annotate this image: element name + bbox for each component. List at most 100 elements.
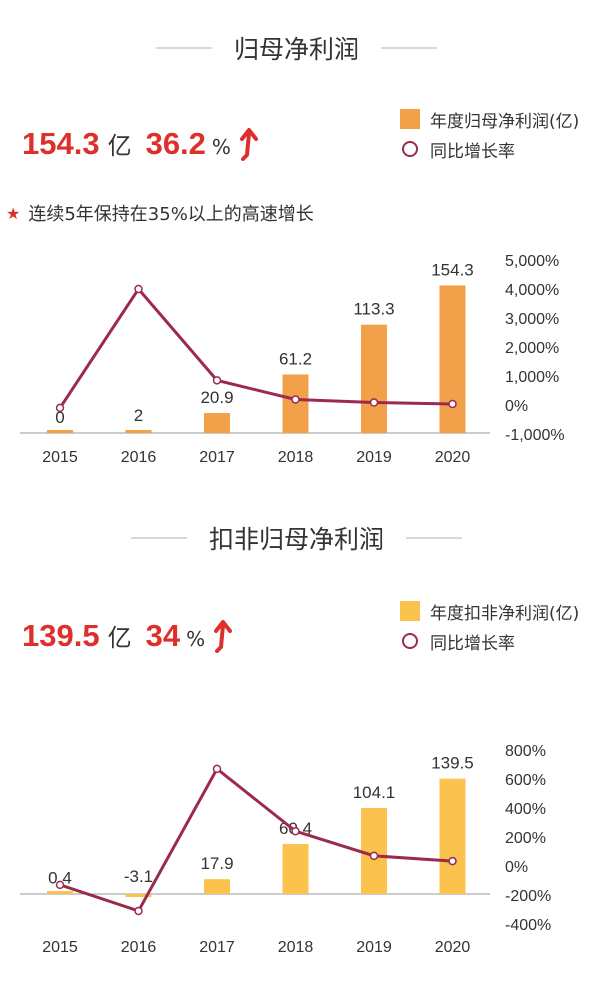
growth-point-2017 <box>212 764 222 774</box>
x-tick-label: 2017 <box>199 939 235 956</box>
deducted-profit-chart: 800% 600% 400% 200% 0% -200% -400% 0.4 2015 -3.1 2… <box>20 743 551 956</box>
x-tick-label: 2020 <box>435 939 471 956</box>
right-axis-tick-label: -200% <box>505 888 551 905</box>
title-divider-right <box>406 537 462 539</box>
kpi-value: 139.5 <box>22 618 100 653</box>
bar-data-label: 139.5 <box>431 754 474 773</box>
growth-point-2019 <box>369 851 379 861</box>
bar-data-label: -3.1 <box>124 867 153 886</box>
growth-point-2015 <box>55 880 65 890</box>
section-title: 归母净利润 <box>0 28 593 68</box>
bar-data-label: 0 <box>55 408 64 427</box>
chart-legend: 年度扣非净利润(亿) 同比增长率 <box>400 596 579 656</box>
bar-data-label: 17.9 <box>200 854 233 873</box>
growth-point-2020 <box>448 856 457 866</box>
up-arrow-icon <box>214 620 233 653</box>
right-axis-tick-label: 5,000% <box>505 253 559 270</box>
bar-2015 <box>47 430 73 433</box>
section-title-text: 扣非归母净利润 <box>208 525 384 554</box>
growth-point-2018 <box>291 395 300 404</box>
legend-item-bar: 年度扣非净利润(亿) <box>400 596 579 626</box>
x-tick-label: 2016 <box>121 449 157 466</box>
right-axis-tick-label: 0% <box>505 859 528 876</box>
x-tick-label: 2019 <box>356 449 392 466</box>
kpi-summary: 154.3 亿 36.2 % <box>22 126 259 162</box>
legend-label-bar: 年度归母净利润(亿) <box>430 111 580 132</box>
legend-swatch-line <box>402 141 418 157</box>
right-axis-tick-label: 2,000% <box>505 340 559 357</box>
legend-item-bar: 年度归母净利润(亿) <box>400 104 579 134</box>
growth-point-2017 <box>212 376 222 385</box>
kpi-summary: 139.5 亿 34 % <box>22 618 233 654</box>
kpi-growth: 36.2 <box>145 126 206 161</box>
bar-2016 <box>125 894 152 897</box>
bar-data-label: 20.9 <box>200 388 233 407</box>
growth-point-2016 <box>134 906 143 916</box>
x-tick-label: 2016 <box>121 939 157 956</box>
right-axis-tick-label: 600% <box>505 772 546 789</box>
highlight-note: ★ 连续5年保持在35%以上的高速增长 <box>6 200 314 226</box>
kpi-growth-unit: % <box>211 135 231 159</box>
growth-point-2016 <box>134 284 143 294</box>
bar-data-label: 2 <box>134 406 143 425</box>
net-profit-section: 归母净利润 154.3 亿 36.2 % 年度归母净利润(亿) 同比增长率 ★ … <box>0 0 593 490</box>
bar-2020 <box>439 778 466 894</box>
x-tick-label: 2019 <box>356 939 392 956</box>
bar-2017 <box>204 413 230 433</box>
x-tick-label: 2015 <box>42 939 78 956</box>
bar-data-label: 113.3 <box>353 300 394 319</box>
growth-point-2019 <box>369 398 379 407</box>
kpi-unit: 亿 <box>107 132 132 160</box>
legend-item-line: 同比增长率 <box>400 134 579 164</box>
legend-label-bar: 年度扣非净利润(亿) <box>430 603 580 624</box>
bar-2020 <box>439 285 466 433</box>
growth-point-2018 <box>291 826 300 836</box>
section-title: 扣非归母净利润 <box>0 518 593 558</box>
legend-item-line: 同比增长率 <box>400 626 579 656</box>
bar-data-label: 61.2 <box>279 349 312 368</box>
note-text: 连续5年保持在35%以上的高速增长 <box>28 204 314 225</box>
right-axis-tick-label: 4,000% <box>505 282 559 299</box>
right-axis-tick-label: 200% <box>505 830 546 847</box>
chart-legend: 年度归母净利润(亿) 同比增长率 <box>400 104 579 164</box>
kpi-unit: 亿 <box>107 624 132 652</box>
growth-point-2020 <box>448 399 457 409</box>
kpi-growth: 34 <box>145 618 181 653</box>
up-arrow-icon <box>239 128 258 161</box>
x-tick-label: 2015 <box>42 449 78 466</box>
net-profit-chart: 5,000% 4,000% 3,000% 2,000% 1,000% 0% -1,000% 0… <box>20 253 565 466</box>
growth-rate-line <box>59 766 453 913</box>
kpi-growth-unit: % <box>186 627 206 651</box>
x-tick-label: 2018 <box>278 449 314 466</box>
bar-2018 <box>282 844 309 894</box>
x-tick-label: 2017 <box>199 449 235 466</box>
right-axis-tick-label: -1,000% <box>505 427 565 444</box>
right-axis-tick-label: 3,000% <box>505 311 559 328</box>
x-tick-label: 2018 <box>278 939 314 956</box>
bar-2017 <box>204 879 230 894</box>
bar-2015 <box>47 891 73 894</box>
legend-swatch-line <box>402 633 418 649</box>
bar-2016 <box>125 430 152 433</box>
right-axis-tick-label: 0% <box>505 398 528 415</box>
section-title-text: 归母净利润 <box>233 35 359 64</box>
right-axis-tick-label: 800% <box>505 743 546 760</box>
bar-2019 <box>361 807 387 894</box>
star-icon: ★ <box>6 203 21 223</box>
legend-swatch-bar <box>400 601 420 621</box>
legend-swatch-bar <box>400 109 420 129</box>
right-axis-tick-label: -400% <box>505 917 551 934</box>
title-divider-left <box>130 537 187 539</box>
title-divider-left <box>155 47 212 49</box>
kpi-value: 154.3 <box>22 126 100 161</box>
bar-data-label: 0.4 <box>48 869 72 888</box>
bar-data-label: 154.3 <box>431 260 474 279</box>
bar-data-label: 104.1 <box>353 783 396 802</box>
right-axis-tick-label: 1,000% <box>505 369 559 386</box>
bar-2019 <box>361 324 387 433</box>
growth-rate-line <box>58 286 453 409</box>
deducted-profit-section: 扣非归母净利润 139.5 亿 34 % 年度扣非净利润(亿) 同比增长率 80… <box>0 490 593 1000</box>
legend-label-line: 同比增长率 <box>430 633 515 654</box>
right-axis-tick-label: 400% <box>505 801 546 818</box>
title-divider-right <box>381 47 437 49</box>
